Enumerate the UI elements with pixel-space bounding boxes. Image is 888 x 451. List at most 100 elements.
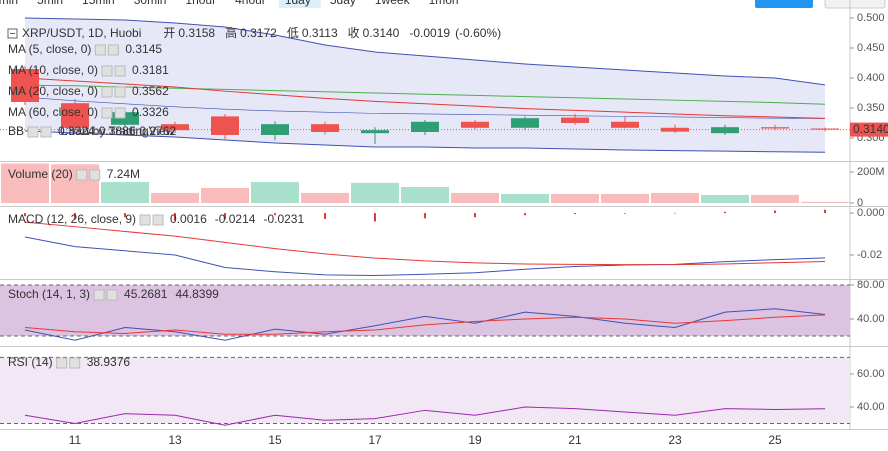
toolbar-item[interactable]: 1min [0, 0, 18, 7]
legend-text: (-0.60%) [455, 26, 501, 40]
series-line [24, 314, 826, 335]
candle-body [11, 68, 39, 102]
axis: 0.000 -0.02 [850, 207, 885, 261]
histogram-bar [374, 213, 376, 222]
legend-icon[interactable] [94, 44, 106, 56]
legend-icon[interactable] [27, 126, 39, 138]
legend-text: -0.0231 [263, 212, 304, 226]
legend-icon[interactable] [56, 357, 68, 369]
legend-icon[interactable] [101, 86, 113, 98]
legend-text: 0.3158 [178, 26, 215, 40]
volume-bar [701, 194, 749, 203]
legend-text: 高 [225, 25, 237, 40]
y-tick-label: 200M [857, 166, 885, 178]
x-tick-label: 19 [468, 433, 482, 447]
collapse-box[interactable] [7, 28, 18, 39]
legend-icon[interactable] [152, 214, 164, 226]
legend-icon[interactable] [76, 169, 88, 181]
y-tick-label: 0.400 [857, 72, 885, 84]
legend-text: 0.3886 [99, 124, 136, 138]
y-tick-label: 0.350 [857, 102, 885, 114]
x-tick-label: 13 [168, 433, 182, 447]
histogram-bar [124, 213, 126, 218]
legend-icon[interactable] [93, 289, 105, 301]
histogram-bar [324, 213, 326, 219]
legend-text: 45.2681 [124, 287, 168, 301]
legend-icon[interactable] [101, 65, 113, 77]
legend-text: MACD (12, 26, close, 9) [8, 212, 136, 226]
histogram-bar [524, 213, 526, 216]
toolbar-item[interactable]: 30min [134, 0, 167, 7]
legend-text: MA (60, close, 0) [8, 105, 98, 119]
toolbar-item[interactable]: 5min [37, 0, 63, 7]
histogram-bar [224, 213, 226, 220]
x-tick-label: 25 [768, 433, 782, 447]
legend: MACD (12, 26, close, 9) 0.0016 -0.0214 -0.0… [8, 212, 304, 226]
volume-bar [651, 192, 699, 203]
series-line [24, 17, 826, 86]
toolbar-item[interactable]: 1week [375, 0, 411, 7]
toolbar-item[interactable]: 4hour [235, 0, 266, 7]
legend-icon[interactable] [114, 86, 126, 98]
legend-icon[interactable] [69, 357, 81, 369]
y-tick-label: 40.00 [857, 401, 885, 413]
toolbar-item[interactable]: 1hour [185, 0, 216, 7]
legend-text: 44.8399 [175, 287, 219, 301]
candle-body [161, 124, 189, 131]
legend-icon[interactable] [101, 107, 113, 119]
legend-text: 收 [348, 26, 360, 40]
volume-bar [601, 193, 649, 203]
candle-body [611, 121, 639, 128]
pane [0, 284, 850, 341]
pane [0, 356, 850, 426]
histogram-bar [774, 210, 776, 214]
volume-bar [101, 182, 149, 203]
volume-bar [151, 192, 199, 203]
band-fill [0, 284, 850, 336]
toolbar-item[interactable]: 1day [285, 0, 311, 7]
volume-bar [301, 192, 349, 203]
y-tick-label: 0.450 [857, 42, 885, 54]
candle-body [361, 130, 389, 134]
price-tag [850, 122, 888, 137]
y-tick-label: -0.02 [857, 249, 882, 261]
candle-body [511, 118, 539, 128]
legend-icon[interactable] [107, 44, 119, 56]
volume-bar [201, 187, 249, 203]
candle-body [61, 103, 89, 128]
legend-icon[interactable] [106, 289, 118, 301]
volume-bar [451, 192, 499, 203]
toolbar-item[interactable]: 1mon [429, 0, 459, 7]
histogram-bar [274, 213, 276, 216]
top-button[interactable] [755, 0, 813, 8]
histogram-bar [424, 213, 426, 219]
toolbar-item[interactable]: 15min [82, 0, 115, 7]
legend-icon[interactable] [40, 126, 52, 138]
candle-body [461, 121, 489, 128]
legend-icon[interactable] [114, 65, 126, 77]
pane: Chart by TradingView [0, 17, 850, 153]
series-line [24, 236, 826, 276]
histogram-bar [74, 213, 76, 220]
volume-bar [401, 187, 449, 203]
legend-text: Volume (20) [8, 167, 73, 181]
top-field[interactable] [824, 0, 886, 9]
legend-icon[interactable] [139, 214, 151, 226]
legend-icon[interactable] [89, 169, 101, 181]
legend-text: MA (5, close, 0) [8, 42, 91, 56]
axis: 60.00 40.00 [850, 368, 885, 413]
histogram-bar [674, 212, 676, 214]
legend-icon[interactable] [114, 107, 126, 119]
legend-text: BB [8, 124, 24, 138]
toolbar-item[interactable]: 5day [330, 0, 356, 7]
legend-text: -0.0019 [409, 26, 450, 40]
axis: 80.00 40.00 [850, 279, 885, 325]
histogram-bar [174, 213, 176, 221]
histogram-bar [474, 213, 476, 218]
x-tick-label: 15 [268, 433, 282, 447]
legend: XRP/USDT, 1D, Huobi 开 0.3158 高 0.3172 低 0.3113… [7, 25, 501, 138]
y-tick-label: 0.500 [857, 12, 885, 24]
legend: RSI (14) 38.9376 [8, 355, 130, 369]
pane [24, 209, 826, 276]
